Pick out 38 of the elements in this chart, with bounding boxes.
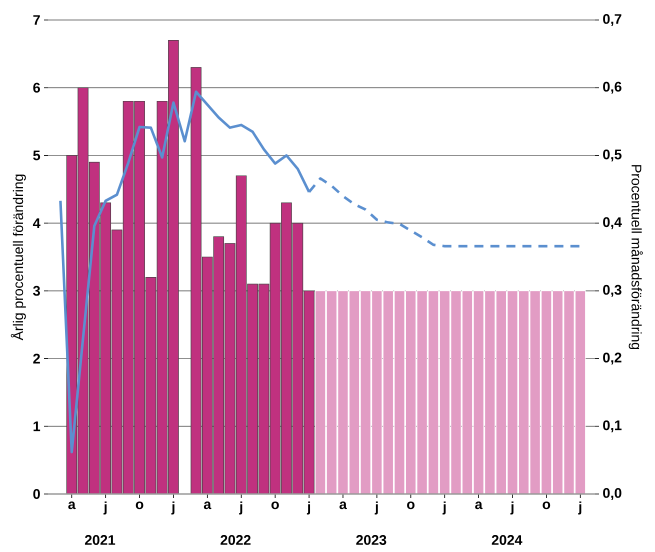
text: 2024: [492, 535, 522, 545]
x-tick-label: j: [578, 502, 582, 515]
y2-tick-label: 0,3: [603, 284, 622, 297]
x-tick-label: j: [442, 502, 446, 515]
y-tick-label: 2: [33, 354, 40, 364]
y-tick-label: 1: [34, 421, 40, 432]
y-tick-label: 4: [32, 218, 40, 228]
text: 2022: [220, 535, 251, 545]
x-tick-label: o: [136, 502, 144, 510]
x-tick-label: j: [103, 502, 107, 515]
x-tick-label: a: [475, 502, 483, 510]
x-tick-label: j: [171, 502, 174, 515]
y-tick-label: 7: [33, 15, 40, 25]
y-tick-label: 5: [33, 150, 40, 160]
y2-tick-label: 0,4: [603, 217, 622, 230]
x-tick-label: a: [68, 502, 76, 510]
x-tick-label: j: [510, 502, 514, 515]
y2-tick-label: 0,6: [603, 82, 622, 94]
y-tick-label: 3: [33, 286, 40, 296]
y-tick-label: 6: [33, 82, 40, 93]
x-tick-label: o: [542, 502, 550, 510]
y2-tick-label: 0,7: [603, 14, 622, 26]
y2-tick-label: 0,5: [603, 149, 622, 162]
text: 2023: [356, 535, 386, 545]
y2-axis-title: Procentuell månadsförändring: [628, 165, 643, 350]
y2-tick-label: 0,2: [603, 352, 622, 365]
x-tick-label: o: [271, 502, 279, 510]
y-axis-title: Årlig procentuell förändring: [10, 174, 26, 340]
y2-tick-label: 0,0: [603, 488, 622, 500]
x-tick-label: o: [407, 502, 415, 510]
x-tick-label: j: [374, 502, 378, 515]
x-tick-label: a: [340, 502, 347, 510]
x-tick-label: j: [306, 502, 310, 515]
text: 2021: [84, 535, 116, 545]
y2-tick-label: 0,1: [603, 420, 622, 432]
x-tick-label: a: [204, 502, 212, 510]
y-tick-label: 0: [33, 489, 40, 499]
x-tick-label: j: [239, 502, 242, 515]
